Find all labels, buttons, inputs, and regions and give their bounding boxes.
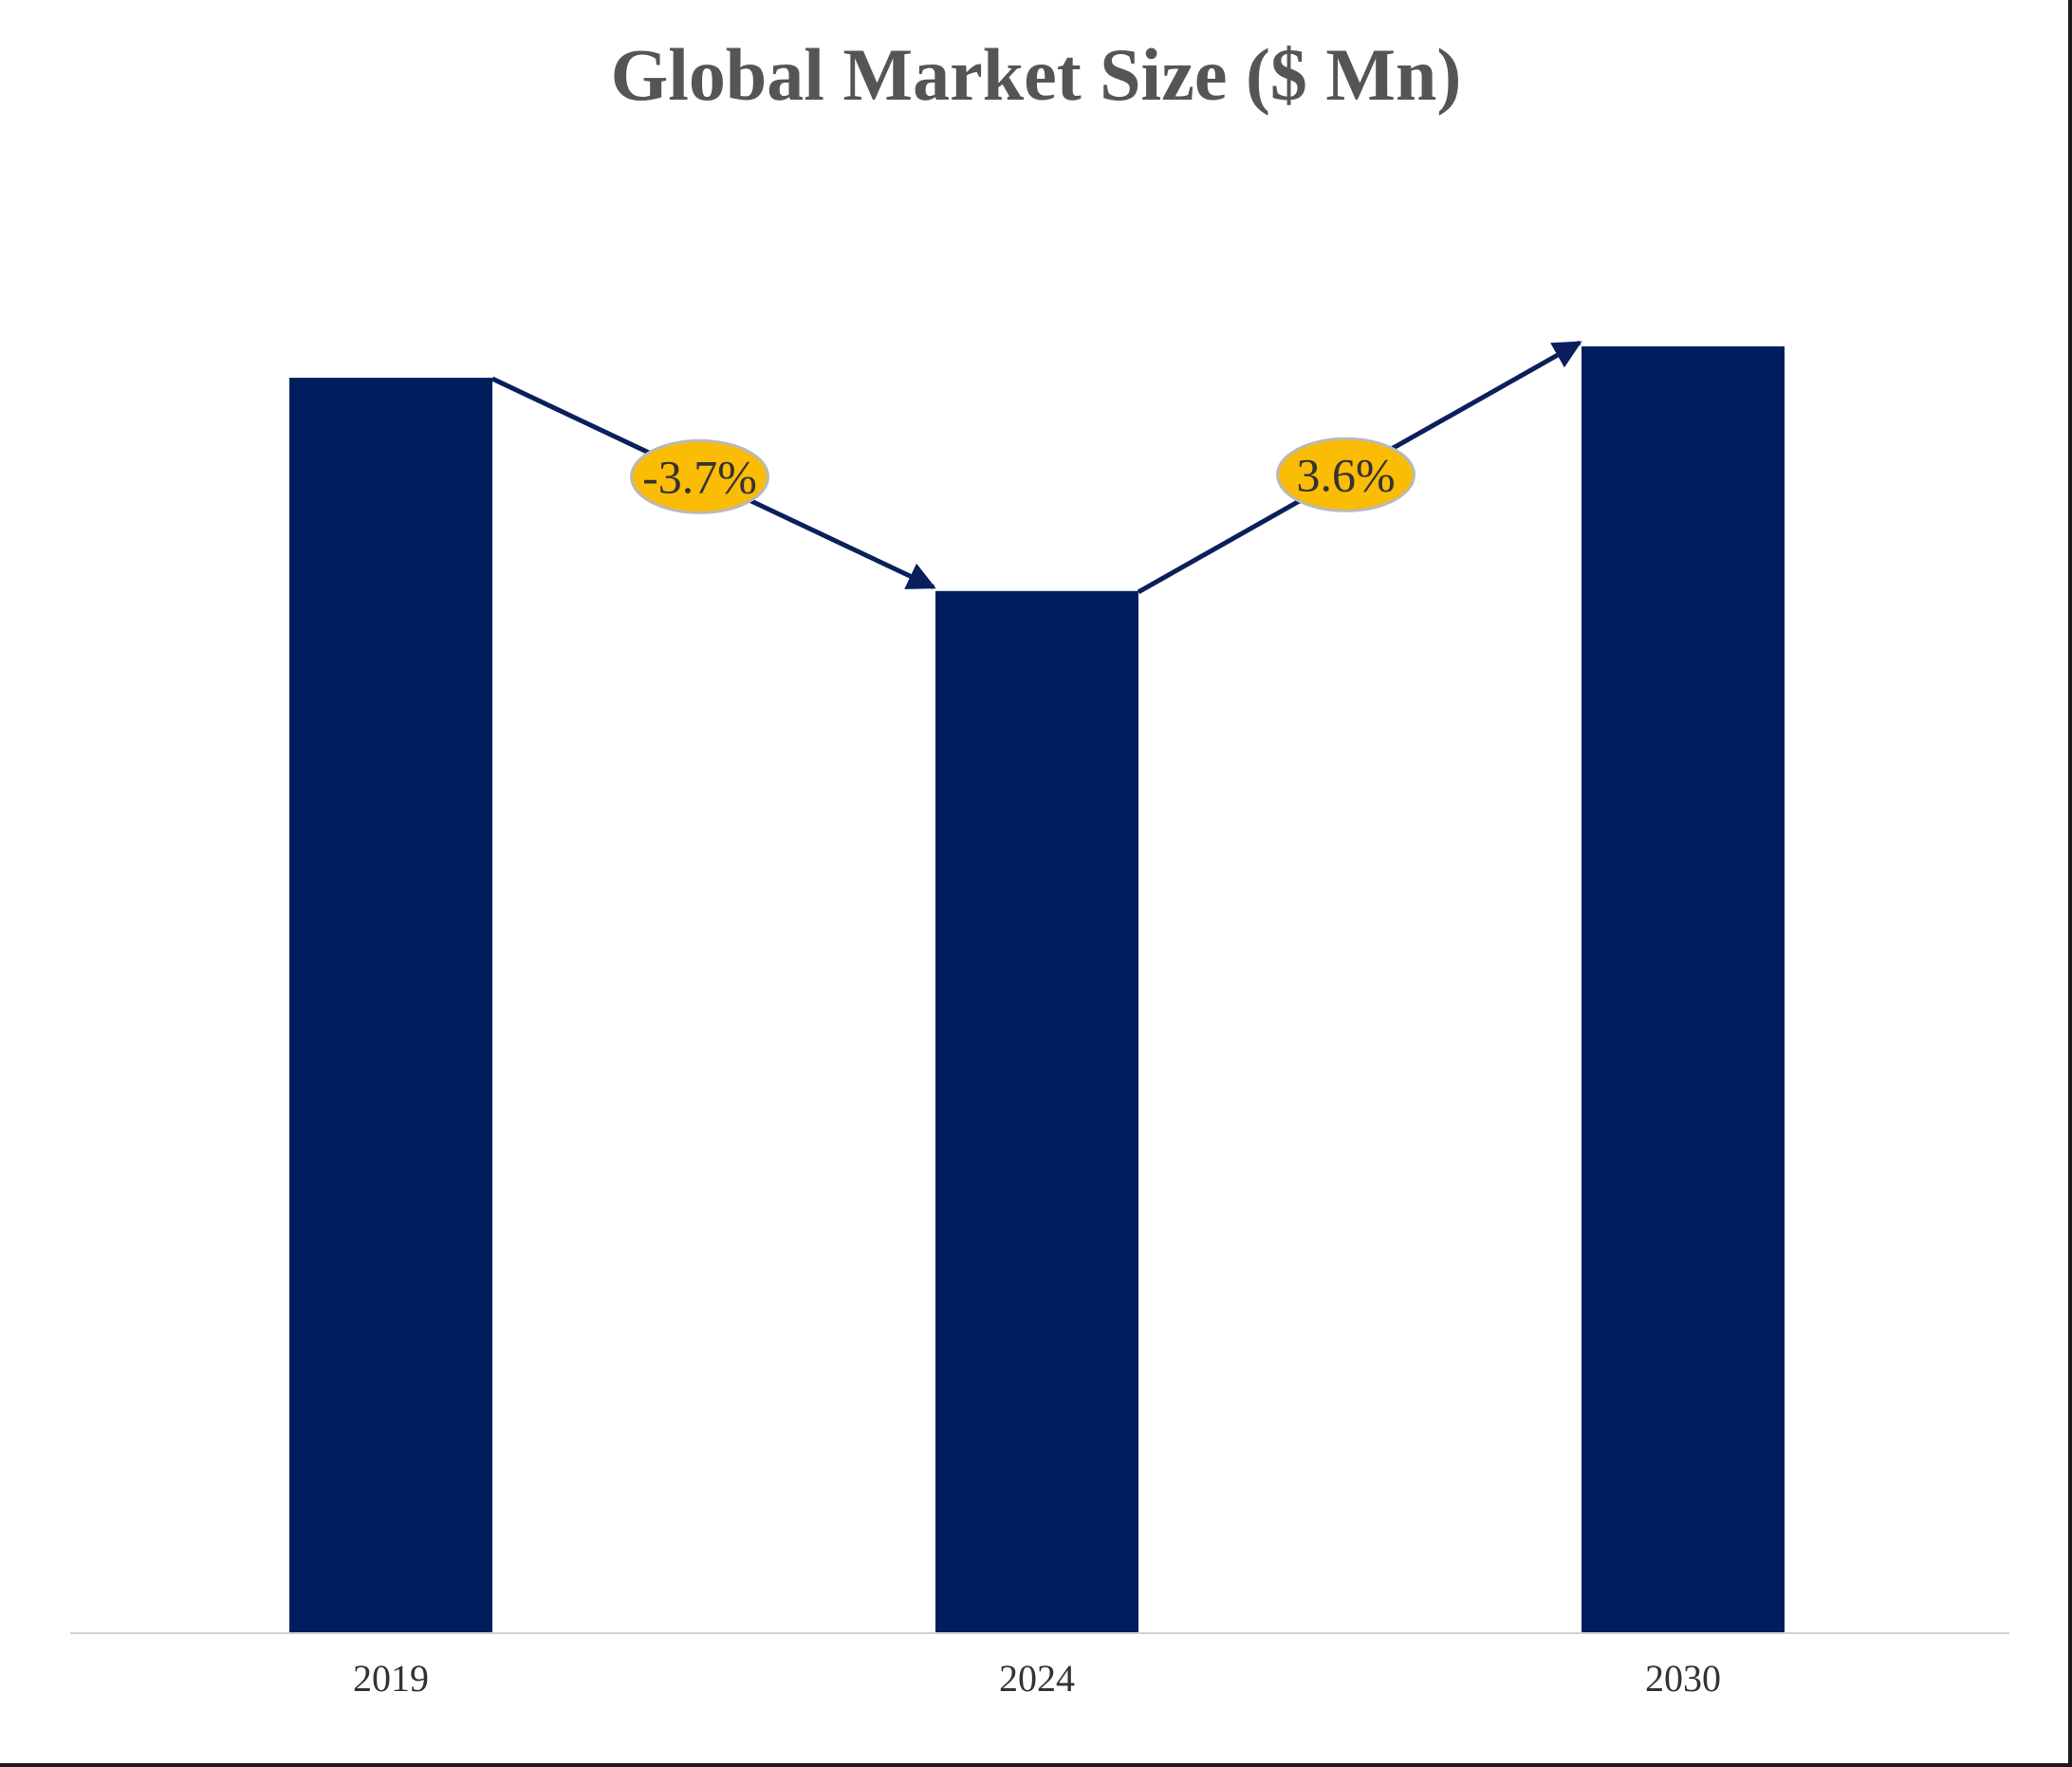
- cagr-arrows: -3.7% 3.6%: [490, 340, 1582, 594]
- cagr-label-1: -3.7%: [642, 450, 757, 503]
- x-tick-label-2030: 2030: [1645, 1657, 1721, 1700]
- x-tick-labels: 2019 2024 2030: [353, 1657, 1721, 1700]
- cagr-badge-2: [1276, 437, 1416, 512]
- bar-2024: [935, 590, 1138, 1632]
- bar-2030: [1582, 346, 1785, 1632]
- cagr-badge-1: [630, 438, 770, 514]
- chart-title: Global Market Size ($ Mn): [610, 33, 1462, 116]
- cagr-label-2: 3.6%: [1296, 448, 1395, 501]
- x-tick-label-2019: 2019: [353, 1657, 429, 1700]
- x-tick-label-2024: 2024: [999, 1657, 1075, 1700]
- bars-layer: [289, 346, 1785, 1632]
- bar-2019: [289, 378, 492, 1632]
